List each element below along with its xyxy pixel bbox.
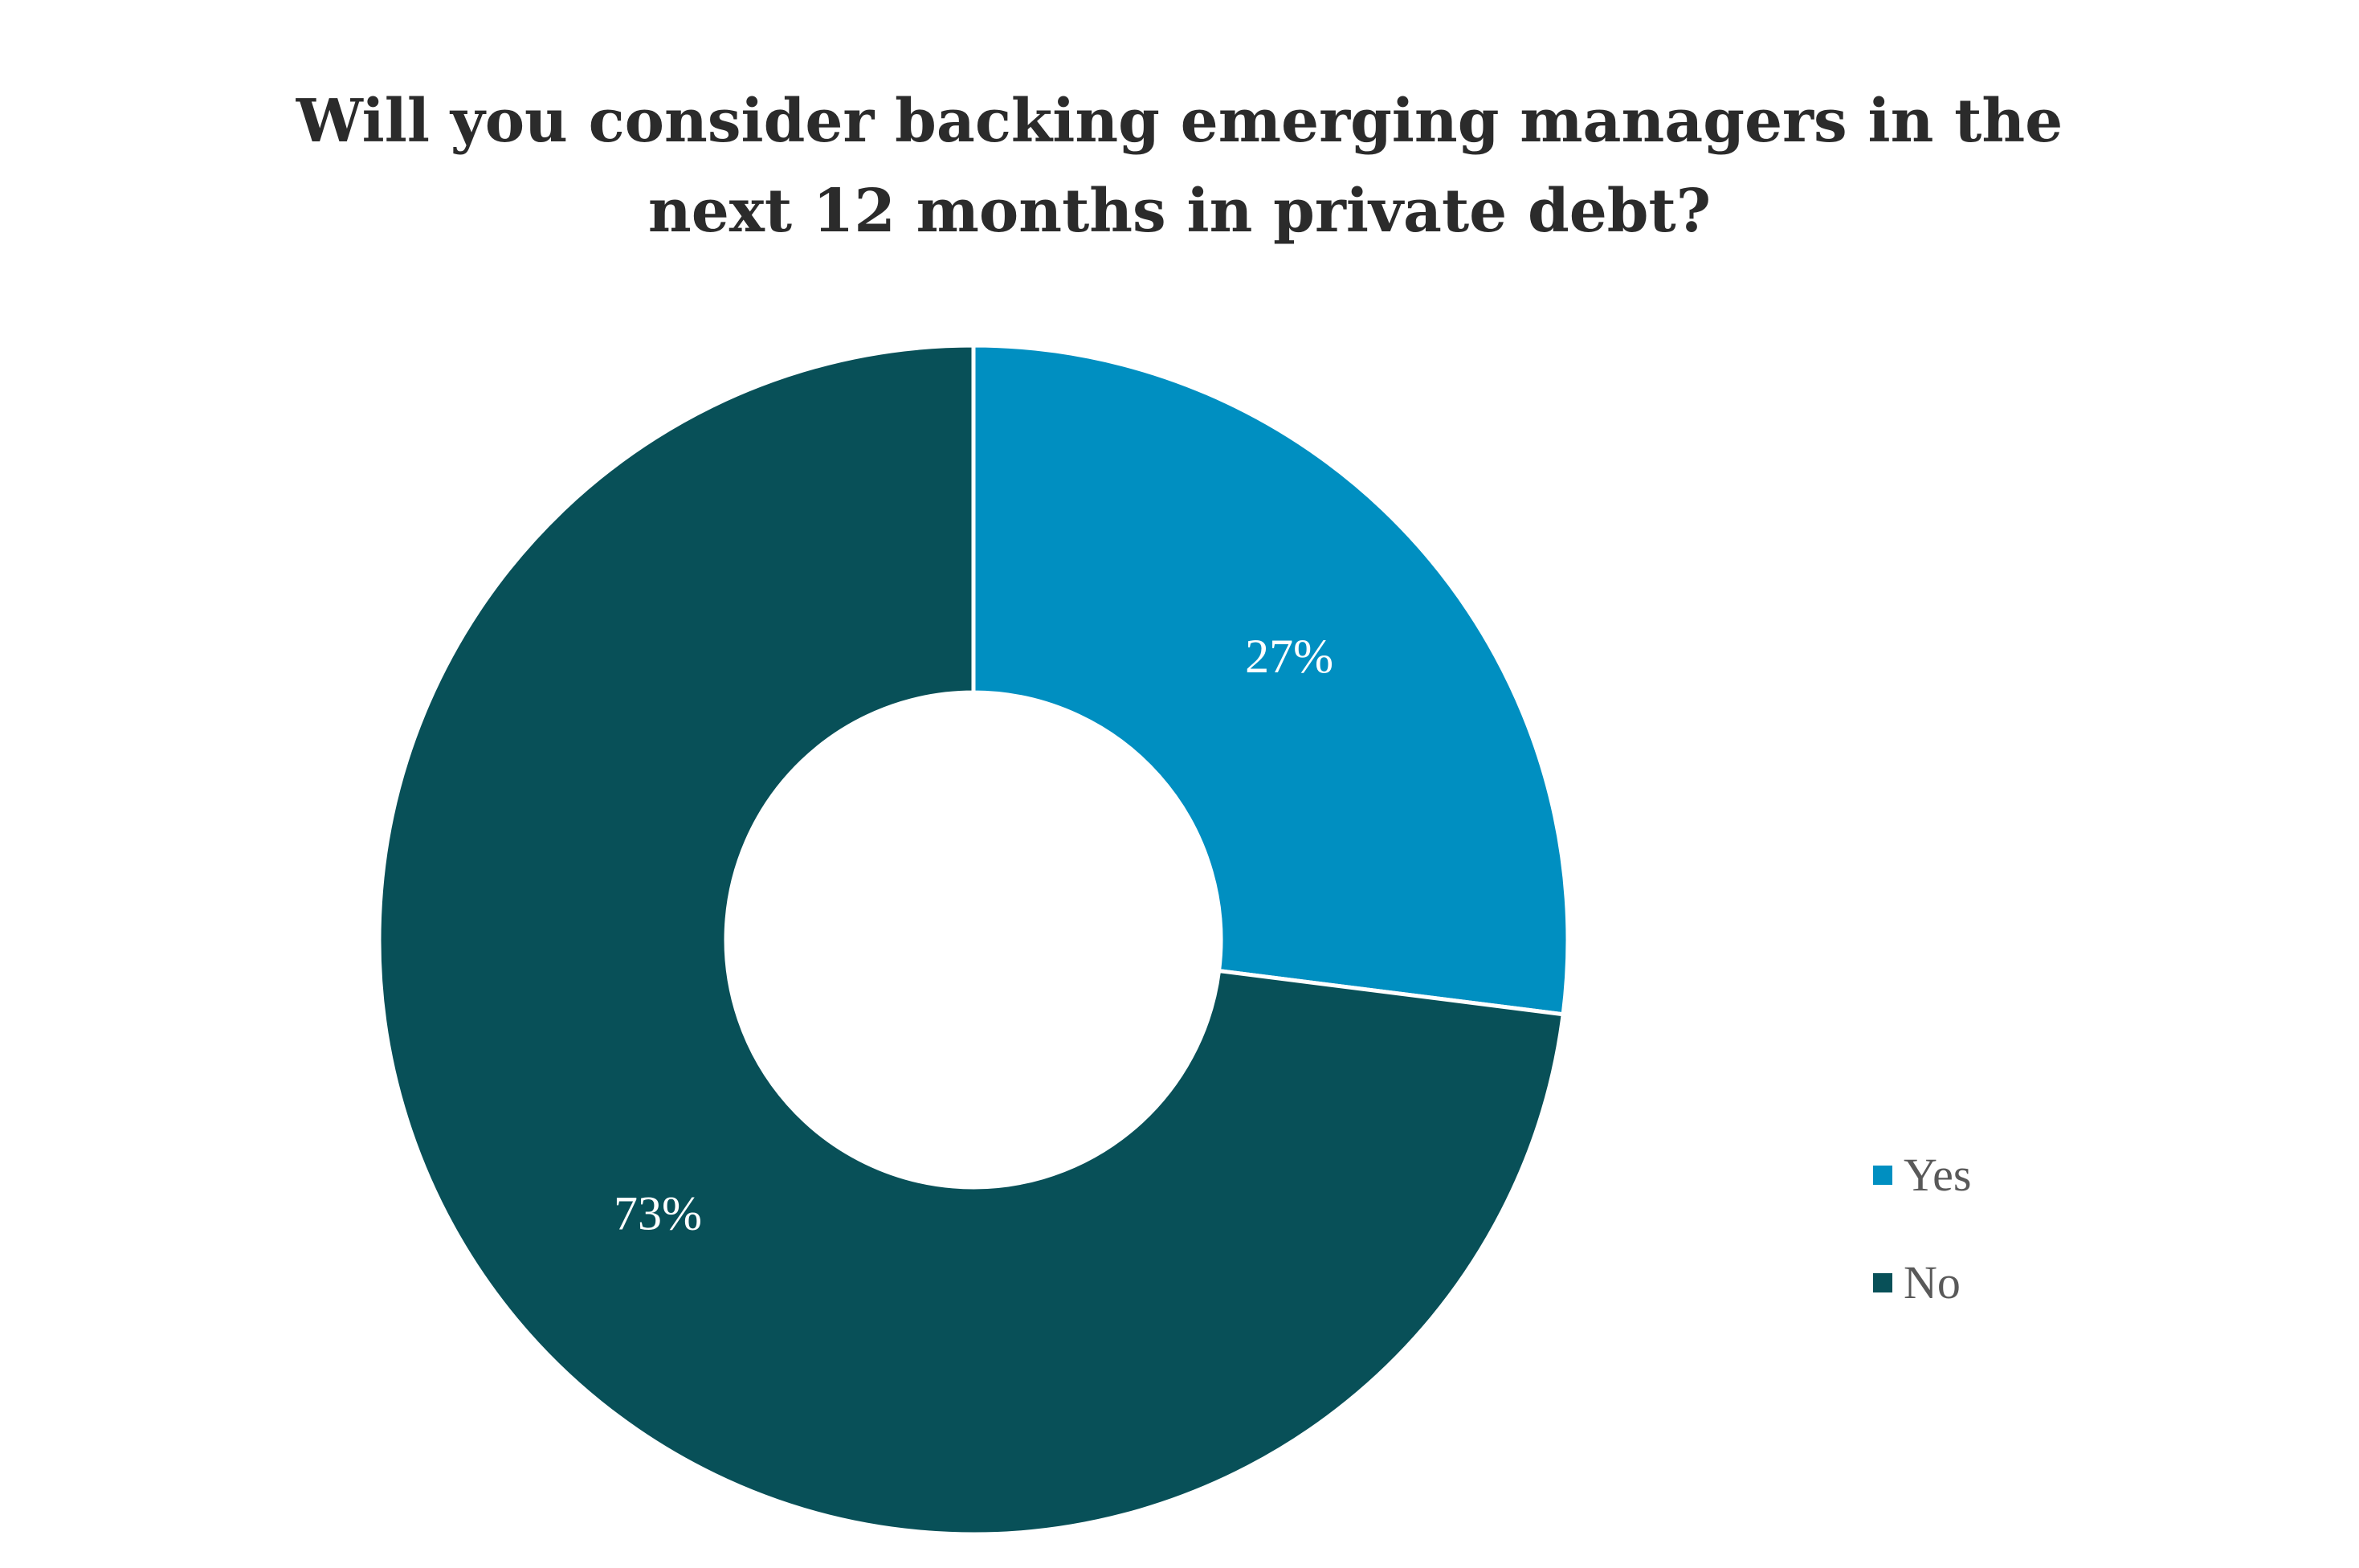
chart-title: Will you consider backing emerging manag… [0, 76, 2359, 256]
legend-swatch-no [1873, 1273, 1892, 1292]
legend-label-no: No [1904, 1256, 1961, 1309]
slice-no [377, 343, 1565, 1537]
chart-title-line-1: Will you consider backing emerging manag… [296, 87, 2063, 156]
legend-swatch-yes [1873, 1166, 1892, 1185]
legend-item-yes: Yes [1873, 1149, 1971, 1202]
slice-yes [971, 343, 1570, 1017]
donut-slice-labels: 27% 73% [614, 630, 1333, 1239]
legend-label-yes: Yes [1904, 1149, 1972, 1201]
legend: Yes No [1873, 1149, 1971, 1364]
chart-title-line-2: next 12 months in private debt? [647, 177, 1712, 246]
legend-item-no: No [1873, 1256, 1971, 1309]
data-label-no: 73% [614, 1186, 702, 1239]
data-label-yes: 27% [1245, 630, 1333, 683]
donut-slices [377, 343, 1570, 1537]
